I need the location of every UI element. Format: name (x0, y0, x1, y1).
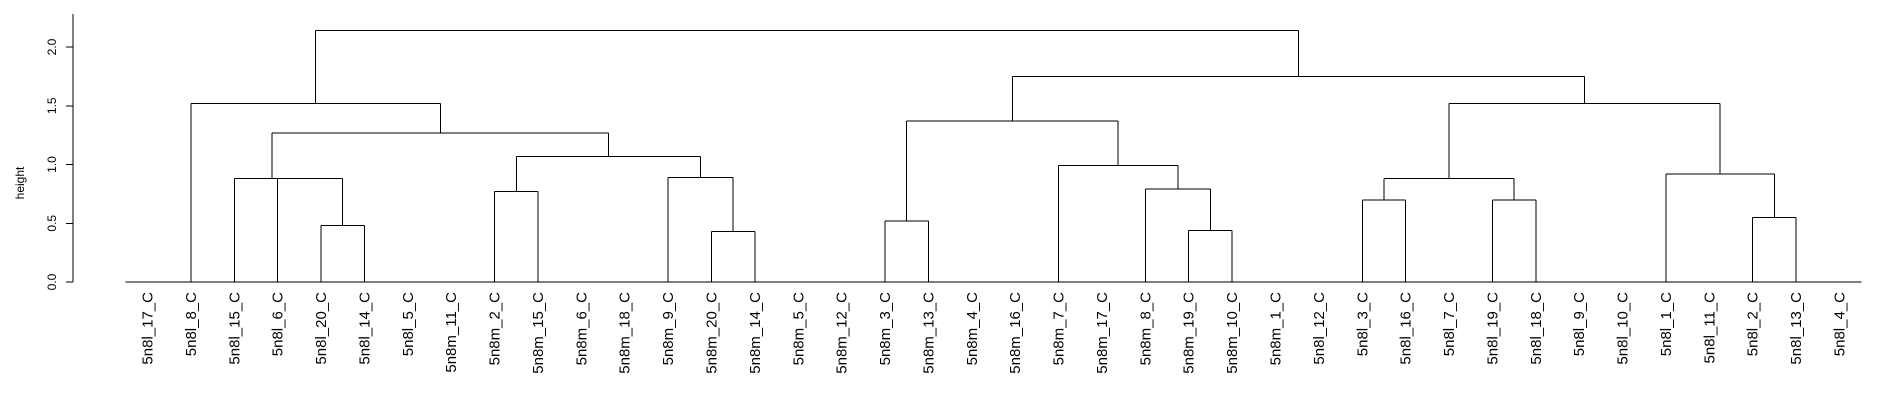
leaf-label: 5n8m_13_C (920, 292, 937, 374)
leaf-label: 5n8l_11_C (1701, 292, 1718, 364)
leaf-label: 5n8l_7_C (1441, 292, 1458, 356)
leaf-label: 5n8l_12_C (1311, 292, 1328, 365)
leaf-label: 5n8l_20_C (313, 292, 330, 365)
dendrogram-tree (125, 30, 1862, 283)
leaf-label: 5n8m_8_C (1137, 292, 1154, 366)
leaf-label: 5n8m_11_C (443, 292, 460, 373)
leaf-label: 5n8m_5_C (790, 292, 807, 366)
leaf-label: 5n8l_17_C (140, 292, 157, 365)
y-tick-label: 0.0 (45, 273, 59, 290)
leaf-label: 5n8l_8_C (183, 292, 200, 356)
leaf-label: 5n8m_10_C (1224, 292, 1241, 374)
leaf-label: 5n8m_2_C (487, 292, 504, 366)
leaf-label: 5n8m_1_C (1268, 292, 1285, 366)
y-tick-label: 1.0 (45, 156, 59, 173)
leaf-label: 5n8l_3_C (1354, 292, 1371, 356)
leaf-label: 5n8m_18_C (617, 292, 634, 374)
leaf-label: 5n8m_7_C (1051, 292, 1068, 366)
leaf-labels: 5n8l_17_C 5n8l_8_C 5n8l_15_C 5n8l_6_C 5n8l_2… (140, 292, 1849, 374)
leaf-label: 5n8l_14_C (356, 292, 373, 365)
leaf-label: 5n8l_1_C (1658, 292, 1675, 356)
leaf-label: 5n8l_10_C (1615, 292, 1632, 365)
leaf-label: 5n8m_4_C (964, 292, 981, 366)
leaf-label: 5n8l_9_C (1571, 292, 1588, 356)
leaf-label: 5n8l_18_C (1528, 292, 1545, 365)
leaf-label: 5n8l_4_C (1832, 292, 1849, 356)
leaf-label: 5n8m_3_C (877, 292, 894, 366)
leaf-label: 5n8m_9_C (660, 292, 677, 366)
y-tick-label: 2.0 (45, 38, 59, 55)
leaf-label: 5n8m_6_C (573, 292, 590, 366)
leaf-label: 5n8l_13_C (1788, 292, 1805, 365)
leaf-label: 5n8m_15_C (530, 292, 547, 374)
y-tick-label: 0.5 (45, 215, 59, 232)
leaf-label: 5n8l_6_C (270, 292, 287, 356)
leaf-label: 5n8m_16_C (1007, 292, 1024, 374)
y-tick-label: 1.5 (45, 97, 59, 114)
leaf-label: 5n8m_12_C (834, 292, 851, 374)
y-axis-title: height (13, 166, 27, 199)
leaf-label: 5n8l_19_C (1484, 292, 1501, 365)
leaf-label: 5n8m_20_C (704, 292, 721, 374)
y-axis: 0.0 0.5 1.0 1.5 2.0 height (13, 14, 74, 290)
leaf-label: 5n8m_19_C (1181, 292, 1198, 374)
leaf-label: 5n8l_16_C (1398, 292, 1415, 365)
leaf-label: 5n8m_14_C (747, 292, 764, 374)
leaf-label: 5n8m_17_C (1094, 292, 1111, 374)
leaf-label: 5n8l_2_C (1745, 292, 1762, 356)
leaf-label: 5n8l_15_C (226, 292, 243, 365)
leaf-label: 5n8l_5_C (400, 292, 417, 356)
